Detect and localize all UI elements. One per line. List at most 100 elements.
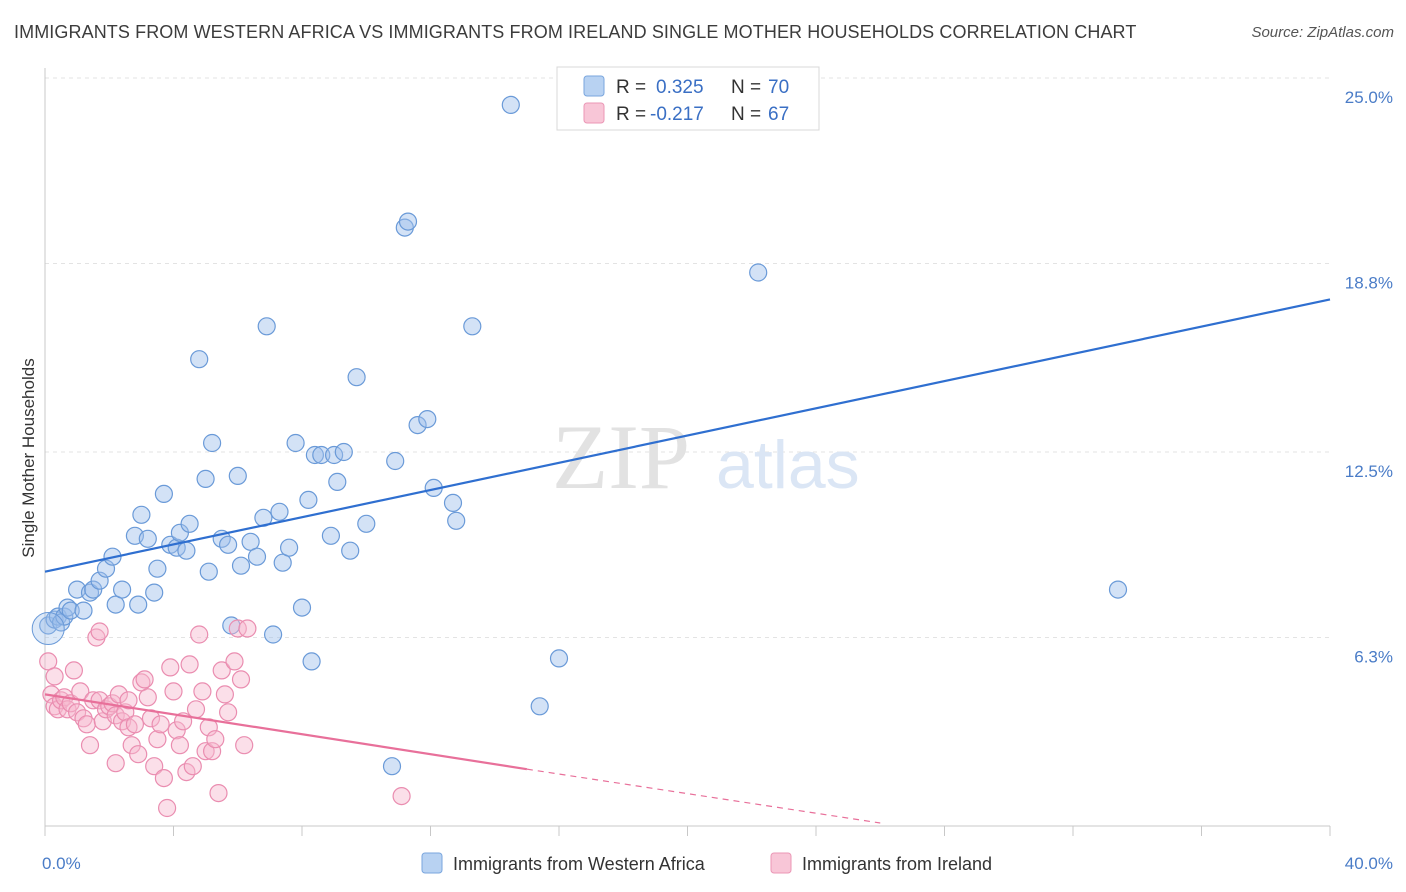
point-western-africa <box>299 490 318 509</box>
point-ireland <box>90 622 109 641</box>
trend-line-western-africa <box>44 298 1331 573</box>
point-western-africa <box>334 442 353 462</box>
point-ireland <box>206 730 225 749</box>
point-western-africa <box>154 484 173 503</box>
point-western-africa <box>180 514 199 533</box>
point-western-africa <box>190 350 209 369</box>
trend-line-ireland <box>44 693 528 771</box>
point-ireland <box>186 700 206 719</box>
y-tick-label: 6.3% <box>1354 648 1393 667</box>
point-western-africa <box>61 601 80 620</box>
point-ireland <box>193 682 212 701</box>
point-western-africa <box>84 580 103 599</box>
point-western-africa <box>382 757 402 776</box>
point-western-africa <box>418 410 437 429</box>
point-western-africa <box>463 317 482 336</box>
trend-lines <box>44 298 1331 824</box>
point-ireland <box>238 619 257 638</box>
point-ireland <box>135 670 154 689</box>
grid-lines <box>45 77 1330 639</box>
point-ireland <box>138 688 157 707</box>
point-western-africa <box>219 535 238 554</box>
point-ireland <box>158 798 177 818</box>
y-tick-label: 25.0% <box>1345 88 1393 107</box>
point-western-africa <box>398 212 418 231</box>
point-ireland <box>190 625 209 644</box>
legend-swatch-western-africa <box>421 852 443 874</box>
point-western-africa <box>247 547 267 566</box>
x-axis-ticks <box>44 826 1331 836</box>
point-western-africa <box>112 580 132 599</box>
point-western-africa <box>145 583 164 602</box>
stats-r-value-0: 0.325 <box>656 77 704 98</box>
point-ireland <box>203 742 222 761</box>
point-western-africa <box>321 526 340 545</box>
point-ireland <box>161 658 180 677</box>
point-western-africa <box>1108 580 1128 599</box>
point-ireland <box>129 745 148 764</box>
point-western-africa <box>530 697 549 716</box>
stats-n-value-1: 67 <box>768 104 789 125</box>
stats-legend-swatch-blue <box>583 75 605 97</box>
point-ireland <box>122 736 141 755</box>
point-western-africa <box>270 502 289 521</box>
point-ireland <box>170 736 189 755</box>
point-western-africa <box>341 541 360 560</box>
point-ireland <box>228 619 247 638</box>
y-axis-tick-labels: 6.3% 12.5% 18.8% 25.0% <box>1345 88 1393 667</box>
point-ireland <box>212 661 231 680</box>
watermark-zip: ZIP <box>552 406 690 508</box>
bottom-legend: Immigrants from Western Africa Immigrant… <box>421 852 992 874</box>
y-tick-label: 18.8% <box>1345 274 1393 293</box>
point-western-africa <box>443 493 463 512</box>
legend-label-ireland: Immigrants from Ireland <box>802 854 992 874</box>
point-ireland <box>231 670 251 689</box>
trend-line-ireland-extrapolated <box>526 768 881 824</box>
point-ireland <box>154 768 173 788</box>
point-ireland <box>392 786 411 806</box>
point-western-africa <box>328 472 347 491</box>
point-western-africa <box>177 541 196 560</box>
point-western-africa <box>408 416 427 435</box>
point-western-africa <box>447 511 466 530</box>
watermark-atlas: atlas <box>716 427 860 503</box>
stats-n-label-0: N = <box>731 77 761 98</box>
point-western-africa <box>264 625 283 644</box>
stats-legend: R = 0.325 N = 70 R = -0.217 N = 67 <box>556 66 820 131</box>
point-western-africa <box>302 652 321 671</box>
stats-r-label-1: R = <box>616 104 646 125</box>
point-ireland <box>180 655 199 674</box>
point-western-africa <box>305 445 324 465</box>
chart-source: Source: ZipAtlas.com <box>1251 24 1394 41</box>
point-ireland <box>39 652 58 671</box>
point-western-africa <box>257 317 276 336</box>
point-western-africa <box>312 445 331 465</box>
point-western-africa <box>203 433 222 453</box>
stats-n-value-0: 70 <box>768 77 789 98</box>
point-western-africa <box>148 559 167 578</box>
point-western-africa <box>138 529 157 548</box>
series-western-africa-points <box>31 95 1128 776</box>
watermark: ZIP atlas <box>552 406 860 508</box>
point-western-africa <box>106 595 125 614</box>
point-ireland <box>106 754 125 773</box>
x-tick-label-min: 0.0% <box>42 854 81 873</box>
point-ireland <box>109 685 129 704</box>
point-western-africa <box>749 263 768 282</box>
point-western-africa <box>386 451 405 471</box>
stats-r-value-1: -0.217 <box>650 104 704 125</box>
point-ireland <box>45 667 64 686</box>
point-ireland <box>235 736 254 755</box>
point-western-africa <box>132 505 151 524</box>
point-ireland <box>148 730 167 749</box>
point-western-africa <box>129 595 148 614</box>
point-ireland <box>80 736 100 755</box>
point-ireland <box>219 703 238 722</box>
point-western-africa <box>501 95 520 115</box>
point-ireland <box>209 783 228 803</box>
legend-label-western-africa: Immigrants from Western Africa <box>453 854 706 874</box>
point-ireland <box>196 742 215 761</box>
stats-r-label-0: R = <box>616 77 646 98</box>
stats-legend-swatch-pink <box>583 102 605 124</box>
